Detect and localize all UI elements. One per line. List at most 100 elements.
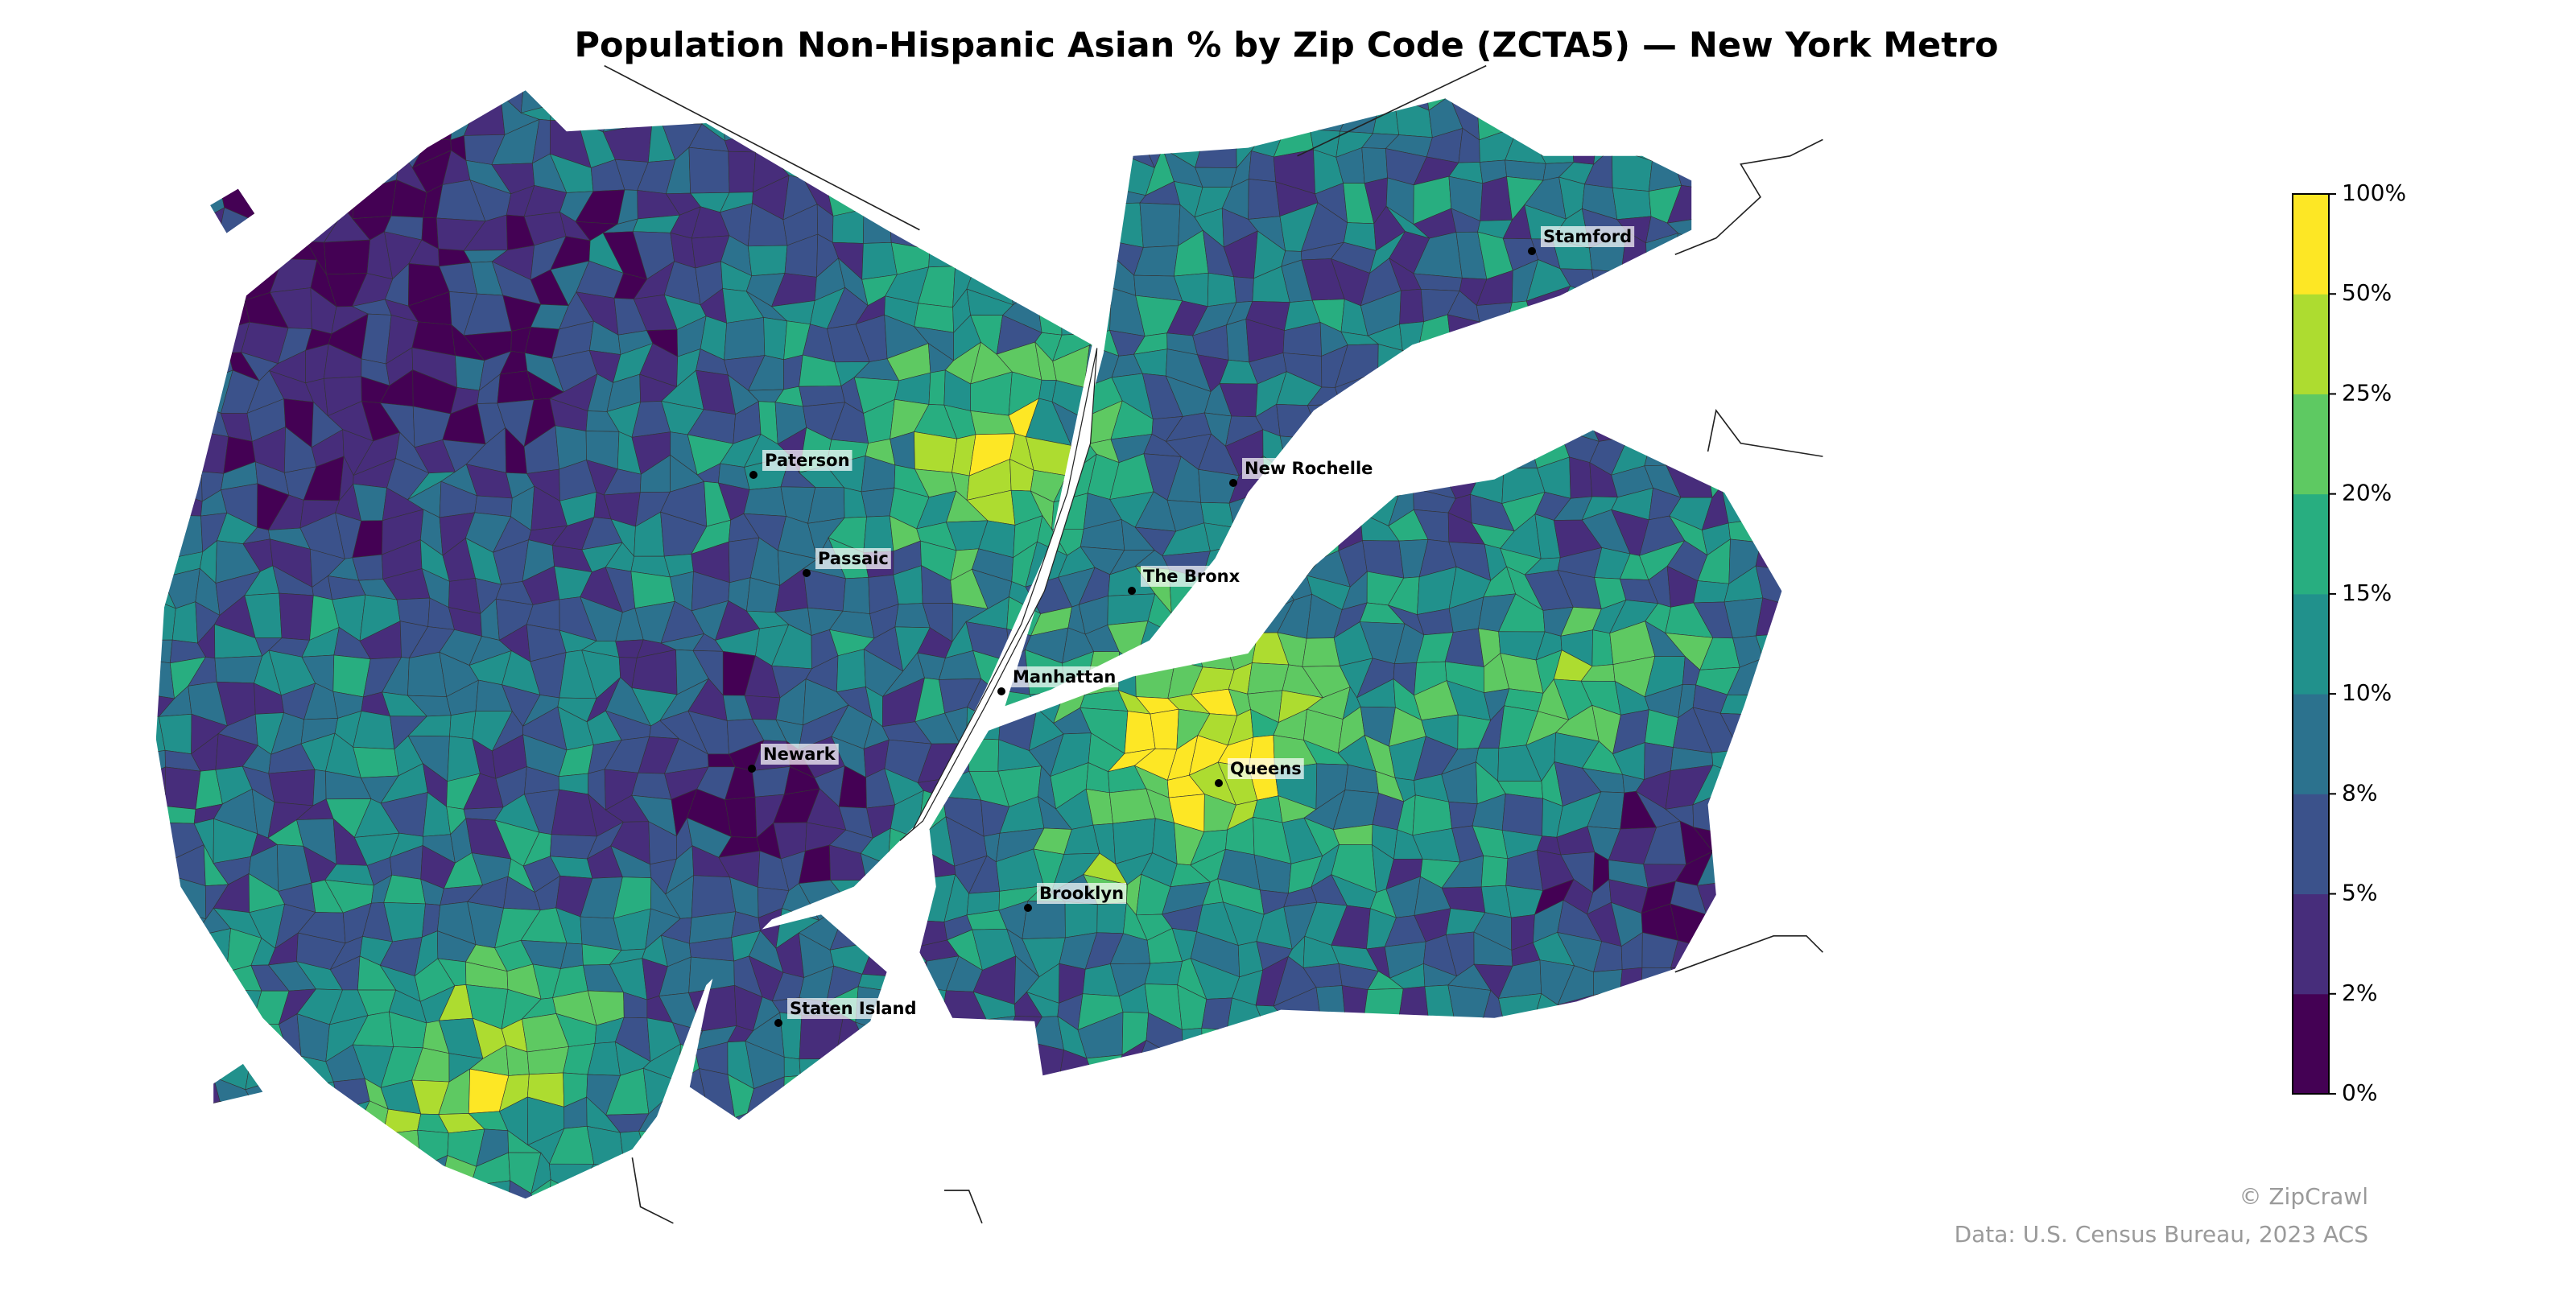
zip-area — [1765, 287, 1782, 324]
zip-area — [720, 1156, 754, 1198]
zip-area — [323, 1190, 374, 1199]
zip-area — [1670, 233, 1695, 278]
zip-area — [326, 155, 357, 192]
zip-area — [1756, 798, 1782, 835]
zip-area — [1722, 130, 1758, 155]
zip-area — [1666, 105, 1711, 140]
zip-area — [1081, 118, 1109, 163]
zip-area — [1248, 179, 1281, 220]
zip-area — [299, 175, 346, 216]
coastline — [1707, 409, 1823, 457]
zip-area — [1415, 402, 1460, 431]
zip-area — [688, 984, 737, 1032]
zip-area — [1788, 101, 1810, 138]
zip-area — [186, 970, 233, 997]
zip-area — [215, 1101, 256, 1133]
zip-area — [415, 90, 456, 109]
zip-area — [890, 122, 926, 165]
zip-area — [354, 1215, 391, 1246]
zip-area — [155, 351, 162, 374]
zip-area — [1276, 1216, 1319, 1247]
zip-area — [1780, 299, 1782, 327]
zip-area — [1751, 831, 1782, 863]
zip-area — [829, 880, 871, 922]
zip-area — [1362, 90, 1398, 109]
zip-area — [1650, 1050, 1682, 1089]
zip-area — [1571, 134, 1597, 165]
zip-area — [537, 1216, 563, 1246]
zip-area — [1109, 202, 1144, 248]
zip-area — [1162, 1070, 1203, 1109]
zip-area — [1670, 316, 1702, 357]
zip-area — [651, 109, 680, 124]
zip-area — [1055, 180, 1096, 225]
zip-area — [1447, 984, 1492, 1028]
zip-area — [1812, 604, 1843, 640]
zip-area — [1497, 1163, 1542, 1193]
zip-area — [175, 286, 207, 324]
zip-area — [1029, 1182, 1064, 1199]
zip-area — [1535, 1013, 1572, 1053]
zip-area — [382, 1129, 421, 1168]
zip-area — [1821, 765, 1842, 797]
zip-area — [1274, 1150, 1317, 1197]
zip-area — [253, 1163, 285, 1192]
zip-area — [1310, 494, 1344, 529]
zip-area — [747, 1188, 786, 1199]
zip-area — [1761, 460, 1781, 497]
zip-area — [1808, 649, 1843, 689]
zip-area — [1310, 1158, 1343, 1197]
city-label-box — [1242, 458, 1376, 479]
zip-area — [155, 515, 179, 558]
coastlines — [604, 64, 1823, 1224]
zip-area — [770, 1095, 821, 1139]
zip-area — [692, 1209, 737, 1246]
zip-area — [1361, 147, 1388, 184]
zip-area — [888, 178, 929, 212]
zip-area — [939, 164, 978, 187]
zip-area — [583, 1211, 625, 1246]
zip-area — [1785, 571, 1822, 613]
zip-area — [923, 1039, 956, 1080]
zip-area — [983, 1078, 1010, 1107]
zip-area — [390, 1186, 420, 1199]
zip-area — [1247, 1050, 1287, 1083]
zip-area — [176, 515, 204, 558]
zip-area — [1641, 990, 1683, 1027]
zip-area — [1723, 1153, 1770, 1191]
zip-area — [1146, 1188, 1178, 1199]
zip-area — [1195, 90, 1239, 102]
zip-area — [1784, 74, 1813, 101]
zip-area — [1329, 90, 1379, 113]
zip-area — [692, 1193, 726, 1199]
zip-area — [1150, 708, 1179, 750]
zip-area — [164, 766, 201, 810]
zip-area — [1761, 987, 1782, 1033]
zip-area — [948, 90, 987, 105]
zip-area — [155, 551, 179, 579]
zip-area — [949, 1124, 984, 1167]
zip-area — [282, 1138, 317, 1173]
zip-area — [1805, 1217, 1843, 1247]
zip-area — [159, 159, 190, 195]
zip-area — [1808, 822, 1843, 867]
zip-area — [386, 97, 429, 139]
zip-area — [1308, 1039, 1346, 1083]
zip-area — [163, 218, 205, 245]
zip-area — [550, 100, 579, 121]
city-label: Queens — [1230, 759, 1302, 778]
zip-area — [1728, 1184, 1770, 1199]
zip-area — [799, 1075, 848, 1104]
zip-area — [155, 1182, 169, 1199]
zip-area — [160, 372, 192, 403]
zip-area — [299, 146, 334, 190]
zip-area — [1815, 1155, 1842, 1202]
zip-area — [1231, 1181, 1267, 1199]
zip-area — [1177, 1060, 1203, 1077]
zip-area — [386, 90, 420, 109]
zip-area — [312, 124, 330, 156]
zip-area — [1695, 101, 1736, 134]
colorbar-bin — [2293, 294, 2329, 394]
zip-area — [1505, 357, 1543, 377]
zip-area — [1810, 272, 1843, 307]
